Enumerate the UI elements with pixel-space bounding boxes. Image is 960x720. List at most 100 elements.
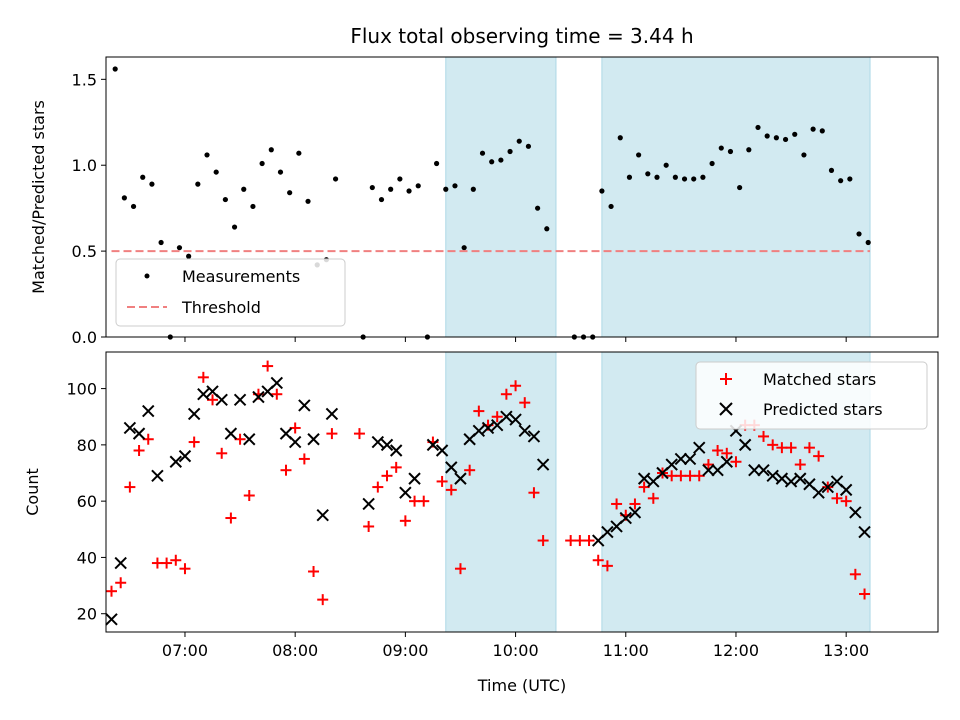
top-legend-box — [115, 258, 346, 327]
measurement-point — [755, 124, 761, 131]
matched-stars-point — [776, 442, 788, 454]
measurement-point — [231, 224, 238, 230]
y-tick-label: 20 — [77, 605, 97, 624]
measurement-point — [498, 157, 504, 163]
legend-measurements-label: Measurements — [182, 267, 300, 286]
x-tick-label: 12:00 — [713, 641, 759, 660]
predicted-stars-point — [132, 427, 146, 440]
matched-stars-point — [767, 439, 779, 451]
measurement-point — [195, 181, 201, 187]
measurement-point — [636, 152, 642, 158]
x-tick-label: 09:00 — [382, 641, 428, 660]
measurement-point — [847, 176, 853, 182]
x-axis-label: Time (UTC) — [477, 676, 566, 695]
matched-stars-point — [133, 444, 145, 456]
matched-stars-point — [859, 588, 871, 600]
predicted-stars-point — [481, 421, 495, 435]
measurement-point — [865, 239, 871, 246]
predicted-stars-point — [252, 390, 265, 404]
chart-title: Flux total observing time = 3.44 h — [350, 24, 693, 48]
matched-stars-point — [611, 498, 623, 510]
measurement-point — [617, 135, 623, 141]
matched-stars-point — [106, 585, 118, 597]
predicted-stars-point — [775, 472, 789, 485]
y-tick-label: 0.0 — [72, 328, 97, 347]
matched-stars-point — [243, 490, 255, 502]
x-tick-label: 10:00 — [493, 641, 539, 660]
predicted-stars-point — [307, 433, 320, 446]
predicted-stars-point — [178, 449, 192, 463]
matched-stars-point — [124, 481, 136, 493]
predicted-stars-point — [527, 430, 541, 443]
predicted-stars-point — [399, 486, 412, 499]
matched-stars-point — [849, 568, 861, 580]
measurement-point — [856, 231, 862, 237]
measurement-point — [645, 171, 651, 177]
legend-matched-label: Matched stars — [763, 370, 876, 389]
matched-stars-point — [510, 380, 522, 392]
predicted-stars-point — [233, 393, 247, 407]
measurement-point — [681, 176, 688, 182]
predicted-stars-point — [674, 452, 688, 466]
predicted-stars-point — [316, 509, 329, 522]
measurement-point — [186, 253, 192, 259]
bottom-panel: 20 40 60 80 100 07:00 08:00 09:00 10:00 11:00 12:… — [23, 351, 939, 695]
matched-stars-point — [693, 470, 705, 482]
matched-stars-point — [326, 428, 338, 440]
measurement-point — [287, 190, 293, 196]
predicted-stars-point — [812, 486, 825, 499]
matched-stars-point — [574, 535, 586, 547]
matched-stars-point — [592, 554, 604, 566]
measurement-point — [672, 174, 678, 180]
measurement-point — [479, 150, 486, 156]
measurement-point — [149, 181, 155, 187]
measurement-point — [204, 152, 210, 158]
matched-stars-point — [372, 481, 384, 493]
shaded-interval — [445, 351, 557, 633]
y-tick-label: 40 — [77, 548, 97, 567]
predicted-stars-point — [757, 463, 770, 477]
matched-stars-point — [601, 560, 613, 572]
matched-stars-point — [363, 520, 375, 532]
measurement-point — [773, 135, 779, 141]
matched-stars-point — [500, 388, 512, 400]
matched-stars-point — [537, 535, 549, 547]
measurement-point — [801, 152, 807, 158]
legend-predicted-label: Predicted stars — [763, 400, 883, 419]
matched-stars-point — [298, 453, 310, 465]
matched-stars-point — [712, 444, 724, 456]
predicted-stars-point — [601, 525, 614, 539]
measurement-point — [305, 198, 311, 204]
predicted-stars-point — [839, 483, 853, 497]
matched-stars-point — [381, 470, 393, 482]
top-x-ticks — [184, 337, 847, 342]
measurement-point — [489, 159, 495, 165]
y-tick-label: 0.5 — [72, 242, 97, 261]
top-axes-frame — [105, 56, 939, 338]
matched-stars-point — [794, 459, 806, 471]
matched-stars-point — [785, 442, 797, 454]
measurement-point — [507, 148, 513, 155]
predicted-stars-point — [738, 438, 752, 452]
predicted-stars-point — [288, 435, 302, 449]
predicted-stars-point — [858, 525, 871, 539]
top-series — [111, 66, 871, 340]
measurement-point — [277, 169, 284, 175]
predicted-stars-point — [748, 463, 761, 477]
predicted-stars-point — [784, 475, 798, 488]
predicted-stars-point — [123, 421, 137, 435]
measurement-point — [626, 174, 633, 180]
measurement-point — [296, 150, 302, 156]
matched-stars-point — [454, 563, 466, 575]
x-tick-label: 08:00 — [272, 641, 318, 660]
measurement-point — [535, 205, 541, 211]
measurement-point — [369, 184, 375, 191]
matched-stars-point — [271, 388, 283, 400]
top-y-ticks: 0.0 0.5 1.0 1.5 — [72, 70, 106, 347]
measurement-point — [525, 143, 532, 149]
predicted-stars-point — [187, 407, 201, 421]
matched-stars-point — [188, 436, 200, 448]
measurement-point — [259, 160, 265, 167]
predicted-stars-point — [693, 441, 706, 454]
